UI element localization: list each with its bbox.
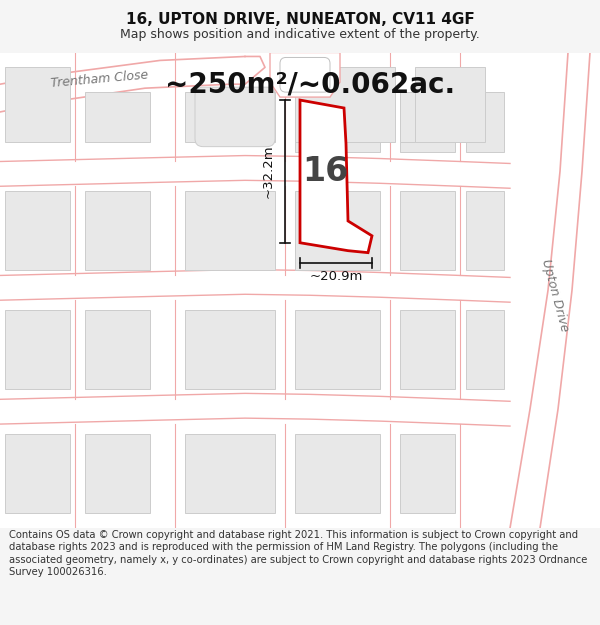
FancyBboxPatch shape [195,87,275,147]
Bar [85,92,150,142]
Bar [466,191,504,271]
Bar [400,191,455,271]
Bar [5,434,70,513]
Bar [5,191,70,271]
Polygon shape [270,52,340,97]
Bar [185,92,275,142]
Text: Upton Drive: Upton Drive [539,258,571,333]
Bar [295,68,395,142]
Text: 16, UPTON DRIVE, NUNEATON, CV11 4GF: 16, UPTON DRIVE, NUNEATON, CV11 4GF [125,11,475,26]
Bar [295,92,380,142]
Bar [400,92,455,152]
Bar [185,434,275,513]
Bar [400,434,455,513]
Bar [85,191,150,271]
Text: Map shows position and indicative extent of the property.: Map shows position and indicative extent… [120,28,480,41]
Bar [5,68,70,142]
Text: ~32.2m: ~32.2m [262,144,275,198]
Bar [85,310,150,389]
Bar [295,92,380,152]
Text: 16: 16 [302,155,348,188]
Bar [466,310,504,389]
Bar [295,191,380,271]
Bar [295,310,380,389]
Bar [185,310,275,389]
Bar [400,92,500,142]
Text: ~250m²/~0.062ac.: ~250m²/~0.062ac. [165,71,455,98]
Bar [400,310,455,389]
Bar [415,68,485,142]
Text: Contains OS data © Crown copyright and database right 2021. This information is : Contains OS data © Crown copyright and d… [9,530,587,578]
FancyBboxPatch shape [280,58,330,92]
Polygon shape [0,56,265,112]
Bar [85,434,150,513]
Bar [466,92,504,152]
Polygon shape [300,100,372,252]
Bar [295,434,380,513]
Bar [185,191,275,271]
Text: Trentham Close: Trentham Close [50,69,149,90]
Bar [5,310,70,389]
Text: ~20.9m: ~20.9m [310,271,362,284]
